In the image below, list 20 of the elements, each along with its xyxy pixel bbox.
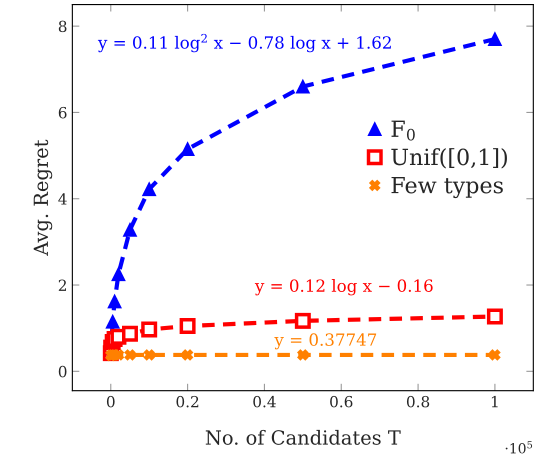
legend-label: F$_{0}$ <box>392 120 415 140</box>
x-tick-label: 0.8 <box>406 396 430 408</box>
x-tick-label: 0 <box>106 396 115 408</box>
y-tick-label: 2 <box>58 279 66 291</box>
legend-label: Unif([0,1]) <box>391 148 507 168</box>
x-tick-label: 1 <box>492 396 498 408</box>
annotation: y = 0.37747 <box>274 333 376 350</box>
y-tick-label: 4 <box>58 193 67 205</box>
x-tick-label: 0.6 <box>330 396 352 408</box>
y-tick-label: 6 <box>58 106 67 118</box>
text: ·10$^{5}$ <box>506 441 532 454</box>
y-axis-title: Avg. Regret <box>34 140 52 256</box>
annotation: y = 0.12 log x − 0.16 <box>254 279 433 296</box>
x-tick-label: 0.2 <box>176 396 198 408</box>
legend-label: Few types <box>392 176 503 198</box>
y-tick-label: 8 <box>58 20 66 32</box>
annotation: y = 0.11 log$^{2}$ x − 0.78 log x + 1.62 <box>98 34 391 52</box>
y-tick-label: 0 <box>58 366 66 378</box>
x-axis-title: No. of Candidates T <box>206 430 401 445</box>
x-tick-label: 0.4 <box>253 396 276 408</box>
